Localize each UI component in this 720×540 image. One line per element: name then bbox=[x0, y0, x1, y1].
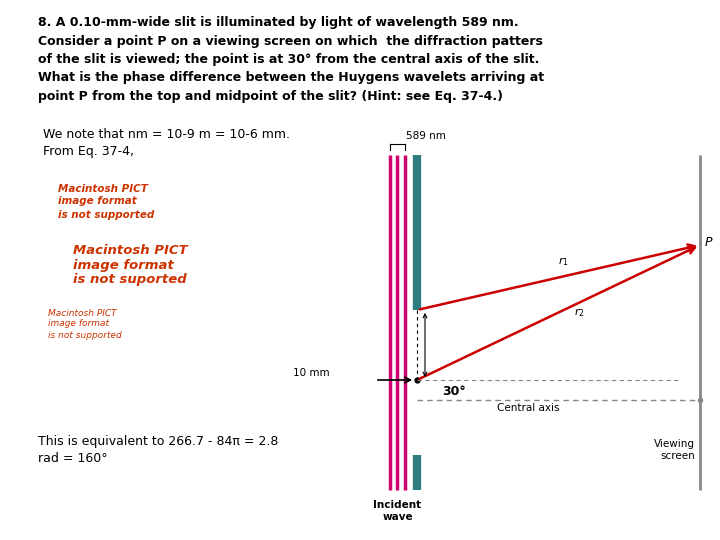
Text: is not supported: is not supported bbox=[48, 330, 122, 340]
Text: of the slit is viewed; the point is at 30° from the central axis of the slit.: of the slit is viewed; the point is at 3… bbox=[38, 53, 539, 66]
Text: point P from the top and midpoint of the slit? (Hint: see Eq. 37-4.): point P from the top and midpoint of the… bbox=[38, 90, 503, 103]
Text: image format: image format bbox=[48, 320, 109, 328]
Text: Incident
wave: Incident wave bbox=[374, 500, 422, 522]
Text: Macintosh PICT: Macintosh PICT bbox=[73, 244, 188, 256]
Text: Macintosh PICT: Macintosh PICT bbox=[58, 184, 148, 193]
Text: We note that nm = 10-9 m = 10-6 mm.: We note that nm = 10-9 m = 10-6 mm. bbox=[43, 129, 290, 141]
Text: Macintosh PICT: Macintosh PICT bbox=[48, 308, 117, 318]
Text: 10 mm: 10 mm bbox=[293, 368, 330, 378]
Text: $r_1$: $r_1$ bbox=[558, 255, 569, 267]
Text: From Eq. 37-4,: From Eq. 37-4, bbox=[43, 145, 134, 159]
Text: What is the phase difference between the Huygens wavelets arriving at: What is the phase difference between the… bbox=[38, 71, 544, 84]
Text: Central axis: Central axis bbox=[497, 403, 559, 413]
Text: 8. A 0.10-mm-wide slit is illuminated by light of wavelength 589 nm.: 8. A 0.10-mm-wide slit is illuminated by… bbox=[38, 16, 518, 29]
Text: is not supported: is not supported bbox=[58, 210, 154, 219]
Text: image format: image format bbox=[73, 259, 174, 272]
Text: $r_2$: $r_2$ bbox=[574, 306, 584, 319]
Text: rad = 160°: rad = 160° bbox=[38, 452, 107, 465]
Text: This is equivalent to 266.7 - 84π = 2.8: This is equivalent to 266.7 - 84π = 2.8 bbox=[38, 435, 279, 448]
Text: Consider a point P on a viewing screen on which  the diffraction patters: Consider a point P on a viewing screen o… bbox=[38, 35, 543, 48]
Text: 589 nm: 589 nm bbox=[405, 131, 446, 141]
Text: P: P bbox=[705, 237, 713, 249]
Text: image format: image format bbox=[58, 197, 137, 206]
Text: Viewing
screen: Viewing screen bbox=[654, 439, 695, 461]
Text: is not suported: is not suported bbox=[73, 273, 186, 287]
Text: 30°: 30° bbox=[442, 385, 466, 398]
